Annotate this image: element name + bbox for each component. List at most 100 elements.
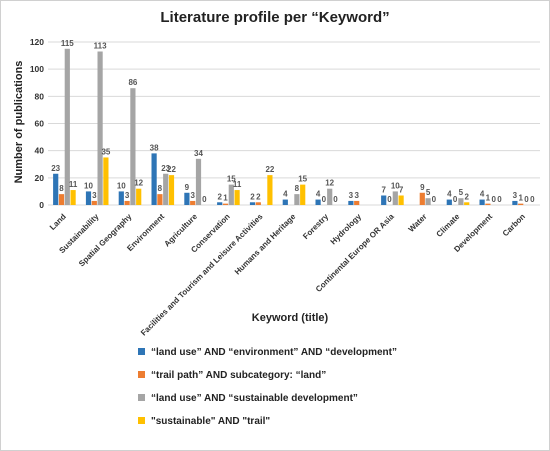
data-label: 35 [101,147,110,156]
x-tick-label: Forestry [301,212,330,241]
bar [85,191,92,205]
legend-label: “land use” AND “environment” AND “develo… [151,347,397,358]
bar [300,184,306,205]
data-label: 0 [202,195,207,204]
bar [485,203,491,205]
data-label: 7 [381,185,386,194]
bar [315,199,321,205]
data-label: 22 [167,165,176,174]
bar [419,192,425,205]
data-label: 115 [61,39,74,48]
y-tick-label: 80 [35,91,45,101]
bar [392,191,398,205]
legend-swatch [138,394,145,401]
bar [348,200,354,205]
data-label: 8 [59,184,64,193]
data-label: 0 [497,195,502,204]
data-label: 0 [333,195,338,204]
bar [425,198,431,205]
y-tick-label: 120 [30,37,44,47]
bar [446,199,452,205]
data-label: 3 [190,191,195,200]
data-label: 0 [432,195,437,204]
data-label: 3 [513,191,518,200]
x-tick-label: Facilities and Tourism and Leisure Activ… [139,212,265,338]
data-label: 34 [194,149,203,158]
y-tick-label: 40 [35,146,45,156]
legend-label: “trail path” AND subcategory: “land” [151,370,326,381]
legend-swatch [138,371,145,378]
bar [184,192,190,205]
bars [53,48,524,206]
x-tick-label: Hydrology [329,212,364,247]
bar [518,203,524,205]
data-label: 2 [464,192,469,201]
data-label: 0 [453,195,458,204]
data-label: 2 [256,192,261,201]
data-label: 23 [51,164,60,173]
y-tick-label: 0 [39,200,44,210]
bar [163,173,169,205]
x-tick-label: Carbon [501,212,527,238]
data-label: 8 [295,184,300,193]
x-tick-label: Land [48,212,68,232]
data-label: 0 [491,195,496,204]
data-label: 0 [322,195,327,204]
bar [58,194,65,205]
data-label: 3 [92,191,97,200]
bar [458,198,464,205]
bar [255,202,261,205]
y-axis-ticks: 0 20 40 60 80 100 120 [30,37,44,210]
bar [217,202,223,205]
bar [97,51,103,206]
data-label: 12 [325,179,334,188]
legend-swatch [138,348,145,355]
bar [91,200,97,205]
y-tick-label: 100 [30,64,44,74]
data-label: 0 [524,195,529,204]
data-label: 4 [447,190,452,199]
bar [479,199,485,205]
data-label: 9 [185,183,190,192]
data-label: 10 [391,181,400,190]
data-label: 22 [265,165,274,174]
bar [53,173,59,205]
data-label: 4 [480,190,485,199]
data-label: 0 [387,195,392,204]
bar [398,195,404,205]
bar [464,202,470,205]
data-label: 86 [128,78,137,87]
data-label: 3 [354,191,359,200]
bar [294,194,300,205]
bar [381,195,387,205]
data-label: 15 [227,175,236,184]
bar [249,202,256,205]
bar [267,175,273,205]
bar [168,175,175,205]
gridlines [48,41,540,206]
data-label: 15 [298,175,307,184]
chart-title: Literature profile per “Keyword” [160,9,389,26]
bar [195,158,202,205]
bar [512,200,518,205]
data-label: 2 [250,192,255,201]
x-axis-title: Keyword (title) [252,312,329,324]
data-label: 1 [518,194,523,203]
data-label: 8 [158,184,163,193]
y-axis-title: Number of publications [13,61,25,184]
bar [136,188,142,205]
legend-label: "sustainable" AND "trail" [151,416,270,427]
bar [103,157,109,205]
bar [70,190,76,205]
legend: “land use” AND “environment” AND “develo… [138,347,397,427]
legend-label: “land use” AND “sustainable development” [151,393,358,404]
bar [282,199,288,205]
bar [157,194,163,205]
bar [190,200,196,205]
bar [222,203,229,205]
data-label: 113 [94,42,107,51]
legend-swatch [138,417,145,424]
x-tick-label: Water [407,212,429,234]
